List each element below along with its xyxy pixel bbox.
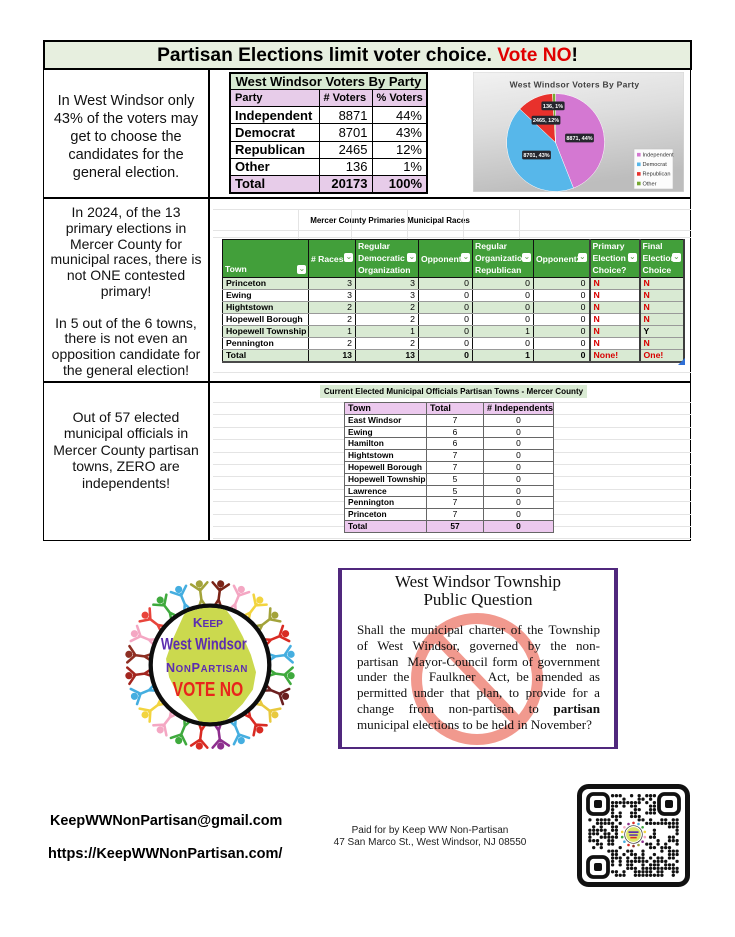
svg-text:Democrat: Democrat xyxy=(643,162,668,168)
svg-text:8871, 44%: 8871, 44% xyxy=(566,136,592,142)
svg-text:8701, 43%: 8701, 43% xyxy=(523,153,549,159)
svg-text:West Windsor Voters By Party: West Windsor Voters By Party xyxy=(510,80,640,90)
svg-text:136, 1%: 136, 1% xyxy=(543,104,563,110)
svg-text:2465, 12%: 2465, 12% xyxy=(533,118,559,124)
svg-text:Independent: Independent xyxy=(643,153,675,159)
svg-text:West Windsor: West Windsor xyxy=(161,636,247,654)
svg-text:KEEP: KEEP xyxy=(193,615,223,630)
svg-text:VOTE NO: VOTE NO xyxy=(173,679,244,701)
svg-text:Republican: Republican xyxy=(643,172,671,178)
svg-text:NONPARTISAN: NONPARTISAN xyxy=(166,660,248,675)
svg-text:Other: Other xyxy=(643,181,657,187)
